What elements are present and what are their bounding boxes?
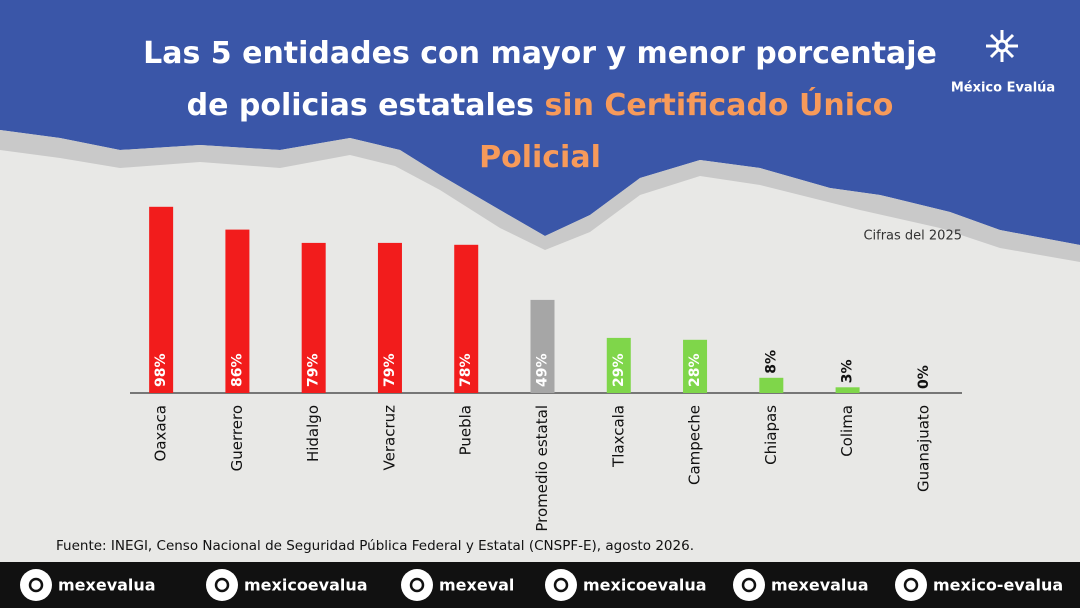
bar xyxy=(377,242,402,393)
bar xyxy=(225,229,250,393)
social-item: mexevalua xyxy=(20,569,156,601)
social-handle: mexicoevalua xyxy=(244,576,368,595)
social-item: mexicoevalua xyxy=(545,569,707,601)
title-text: Las 5 entidades con mayor y menor porcen… xyxy=(143,36,937,123)
social-item: mexicoevalua xyxy=(206,569,368,601)
social-icon xyxy=(206,569,238,601)
social-icon xyxy=(401,569,433,601)
value-label: 86% xyxy=(229,353,245,387)
social-handle: mexicoevalua xyxy=(583,576,707,595)
torn-edge xyxy=(0,130,1080,262)
value-label: 8% xyxy=(763,350,779,374)
brand: México Evalúa xyxy=(951,81,1055,96)
value-label: 98% xyxy=(153,353,169,387)
title: Las 5 entidades con mayor y menor porcen… xyxy=(130,28,950,184)
x-tick-label: Oaxaca xyxy=(152,405,170,462)
value-label: 79% xyxy=(382,353,398,387)
x-tick-label: Veracruz xyxy=(380,405,398,471)
social-item: mexevalua xyxy=(733,569,869,601)
bar xyxy=(683,339,708,393)
x-tick-label: Promedio estatal xyxy=(533,405,551,532)
social-item: mexeval xyxy=(401,569,514,601)
social-icon-mark xyxy=(409,577,425,593)
social-icon xyxy=(733,569,765,601)
bar xyxy=(301,242,326,393)
social-icon xyxy=(20,569,52,601)
social-icon-mark xyxy=(28,577,44,593)
bar xyxy=(835,387,860,393)
social-icon-mark xyxy=(741,577,757,593)
x-tick-label: Guanajuato xyxy=(914,405,932,492)
social-item: mexico-evalua xyxy=(895,569,1063,601)
social-icon-mark xyxy=(903,577,919,593)
value-label: 78% xyxy=(458,353,474,387)
header-band xyxy=(0,0,1080,245)
bar xyxy=(530,299,555,393)
value-label: 0% xyxy=(916,365,932,389)
x-tick-label: Colima xyxy=(838,405,856,457)
bar xyxy=(606,337,631,393)
x-tick-label: Tlaxcala xyxy=(609,405,627,468)
bar xyxy=(454,244,479,393)
social-handle: mexevalua xyxy=(771,576,869,595)
bar xyxy=(759,377,784,393)
title-highlight: sin Certificado Único Policial xyxy=(479,88,894,175)
social-icon-mark xyxy=(553,577,569,593)
value-label: 79% xyxy=(306,353,322,387)
bar xyxy=(149,206,174,393)
x-tick-label: Puebla xyxy=(457,405,475,455)
source: Fuente: INEGI, Censo Nacional de Segurid… xyxy=(56,538,694,554)
x-tick-label: Guerrero xyxy=(228,405,246,471)
social-icon xyxy=(895,569,927,601)
value-label: 28% xyxy=(687,353,703,387)
value-label: 49% xyxy=(535,353,551,387)
social-handle: mexevalua xyxy=(58,576,156,595)
social-icon-mark xyxy=(214,577,230,593)
value-label: 3% xyxy=(840,360,856,384)
logo-icon xyxy=(986,30,1018,62)
x-tick-label: Hidalgo xyxy=(304,405,322,462)
social-handle: mexeval xyxy=(439,576,514,595)
x-tick-label: Chiapas xyxy=(762,405,780,465)
value-label: 29% xyxy=(611,353,627,387)
social-handle: mexico-evalua xyxy=(933,576,1063,595)
subtitle: Cifras del 2025 xyxy=(863,229,962,244)
x-tick-label: Campeche xyxy=(686,405,704,485)
social-icon xyxy=(545,569,577,601)
